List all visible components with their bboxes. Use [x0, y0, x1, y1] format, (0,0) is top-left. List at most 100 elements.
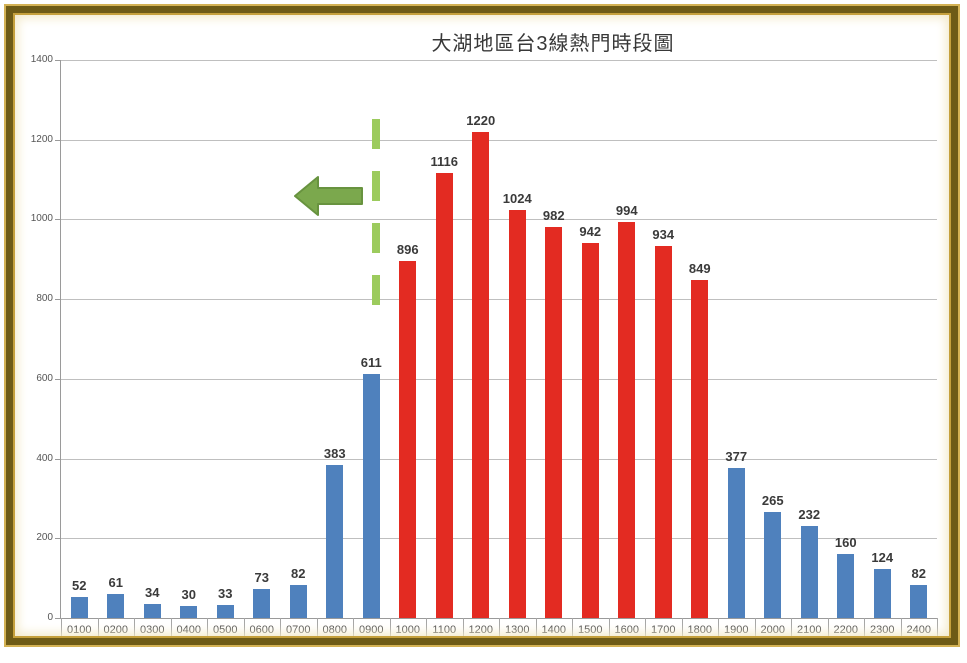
x-tick-label: 1900	[724, 624, 749, 636]
x-tick-label: 1400	[541, 624, 566, 636]
left-arrow-shape	[294, 176, 363, 216]
gridline	[61, 378, 937, 380]
y-axis-tick	[55, 139, 61, 141]
x-axis-separator	[97, 618, 99, 638]
y-axis-tick	[55, 219, 61, 221]
gridline	[61, 538, 937, 540]
y-tick-label: 1000	[30, 213, 53, 225]
bar-value-label: 849	[688, 260, 711, 276]
x-tick-label: 1300	[505, 624, 530, 636]
bar-value-label: 34	[145, 585, 160, 601]
x-axis-separator	[827, 618, 829, 638]
bar-value-label: 1024	[502, 190, 532, 206]
bar-value-label: 124	[871, 549, 894, 565]
gridline	[61, 458, 937, 460]
bar-offpeak	[216, 604, 234, 618]
x-tick-label: 1500	[578, 624, 603, 636]
y-axis-tick	[55, 538, 61, 540]
x-tick-label: 2400	[906, 624, 931, 636]
gridline	[61, 219, 937, 221]
x-tick-label: 0200	[103, 624, 128, 636]
x-axis-separator	[718, 618, 719, 638]
bar-peak	[545, 226, 563, 618]
x-tick-label: 0400	[176, 624, 201, 636]
x-axis-separator	[572, 618, 573, 638]
x-tick-label: 1700	[651, 624, 676, 636]
x-axis-separator	[170, 618, 172, 638]
x-tick-label: 0600	[249, 624, 274, 636]
y-tick-label: 1400	[30, 54, 53, 65]
bar-value-label: 61	[108, 574, 123, 590]
left-arrow-icon	[294, 176, 363, 216]
bar-value-label: 1220	[466, 112, 496, 128]
bar-value-label: 377	[725, 448, 748, 464]
bar-offpeak	[362, 374, 380, 618]
x-axis-separator	[280, 618, 281, 638]
x-axis-separator	[791, 618, 792, 638]
y-axis-tick	[55, 299, 61, 301]
x-tick-label: 0900	[359, 624, 384, 636]
bar-offpeak	[107, 593, 125, 618]
x-axis-separator	[754, 618, 756, 638]
bar-peak	[618, 221, 636, 618]
x-tick-label: 2200	[833, 624, 858, 636]
x-axis-separator	[426, 618, 427, 638]
x-tick-label: 1600	[614, 624, 639, 636]
x-tick-label: 0500	[213, 624, 238, 636]
x-axis-separator	[389, 618, 391, 638]
x-tick-label: 2300	[870, 624, 895, 636]
x-tick-label: 1100	[432, 624, 457, 636]
y-tick-label: 1200	[30, 133, 53, 145]
x-tick-label: 0800	[322, 624, 347, 636]
bar-peak	[435, 173, 453, 618]
bar-value-label: 611	[360, 355, 382, 371]
gridline	[61, 60, 937, 61]
x-axis-separator	[535, 618, 537, 638]
bar-value-label: 33	[218, 585, 233, 601]
x-tick-label: 1000	[395, 624, 420, 636]
y-tick-label: 800	[36, 293, 53, 305]
y-axis-tick	[55, 458, 61, 460]
bar-value-label: 52	[72, 578, 87, 594]
x-axis-separator	[353, 618, 354, 638]
bar-peak	[472, 131, 490, 618]
x-tick-label: 0300	[140, 624, 165, 636]
x-axis-separator	[243, 618, 245, 638]
bar-value-label: 1116	[430, 154, 459, 170]
bar-value-label: 73	[254, 569, 269, 585]
bar-peak	[399, 260, 417, 618]
bar-offpeak	[910, 585, 928, 618]
x-axis-separator	[937, 618, 938, 638]
x-axis-separator	[316, 618, 318, 638]
bar-peak	[654, 245, 672, 618]
bar-offpeak	[70, 597, 88, 618]
x-axis-separator	[645, 618, 646, 638]
bar-peak	[691, 279, 709, 618]
y-tick-label: 0	[47, 612, 53, 623]
bar-offpeak	[253, 588, 271, 618]
y-tick-label: 200	[36, 532, 53, 544]
bar-value-label: 265	[761, 493, 784, 509]
gridline	[61, 139, 937, 141]
bar-offpeak	[727, 467, 745, 618]
x-tick-label: 1200	[468, 624, 493, 636]
bar-value-label: 383	[323, 446, 346, 462]
bar-offpeak	[326, 465, 344, 618]
bar-value-label: 232	[798, 506, 821, 522]
x-tick-label: 2100	[797, 624, 822, 636]
chart-title: 大湖地區台3線熱門時段圖	[431, 33, 675, 55]
x-tick-label: 0100	[67, 624, 92, 636]
x-tick-label: 2000	[760, 624, 785, 636]
bar-value-label: 30	[181, 587, 196, 603]
bar-offpeak	[800, 525, 818, 618]
bar-value-label: 982	[542, 207, 565, 223]
bar-value-label: 942	[579, 223, 602, 239]
bar-offpeak	[289, 585, 307, 618]
x-axis-separator	[134, 618, 135, 638]
bar-value-label: 934	[652, 226, 675, 242]
bar-value-label: 896	[396, 241, 419, 257]
x-axis-separator	[900, 618, 902, 638]
bar-peak	[581, 242, 599, 618]
bar-value-label: 994	[615, 202, 638, 218]
y-axis-tick	[55, 618, 61, 619]
